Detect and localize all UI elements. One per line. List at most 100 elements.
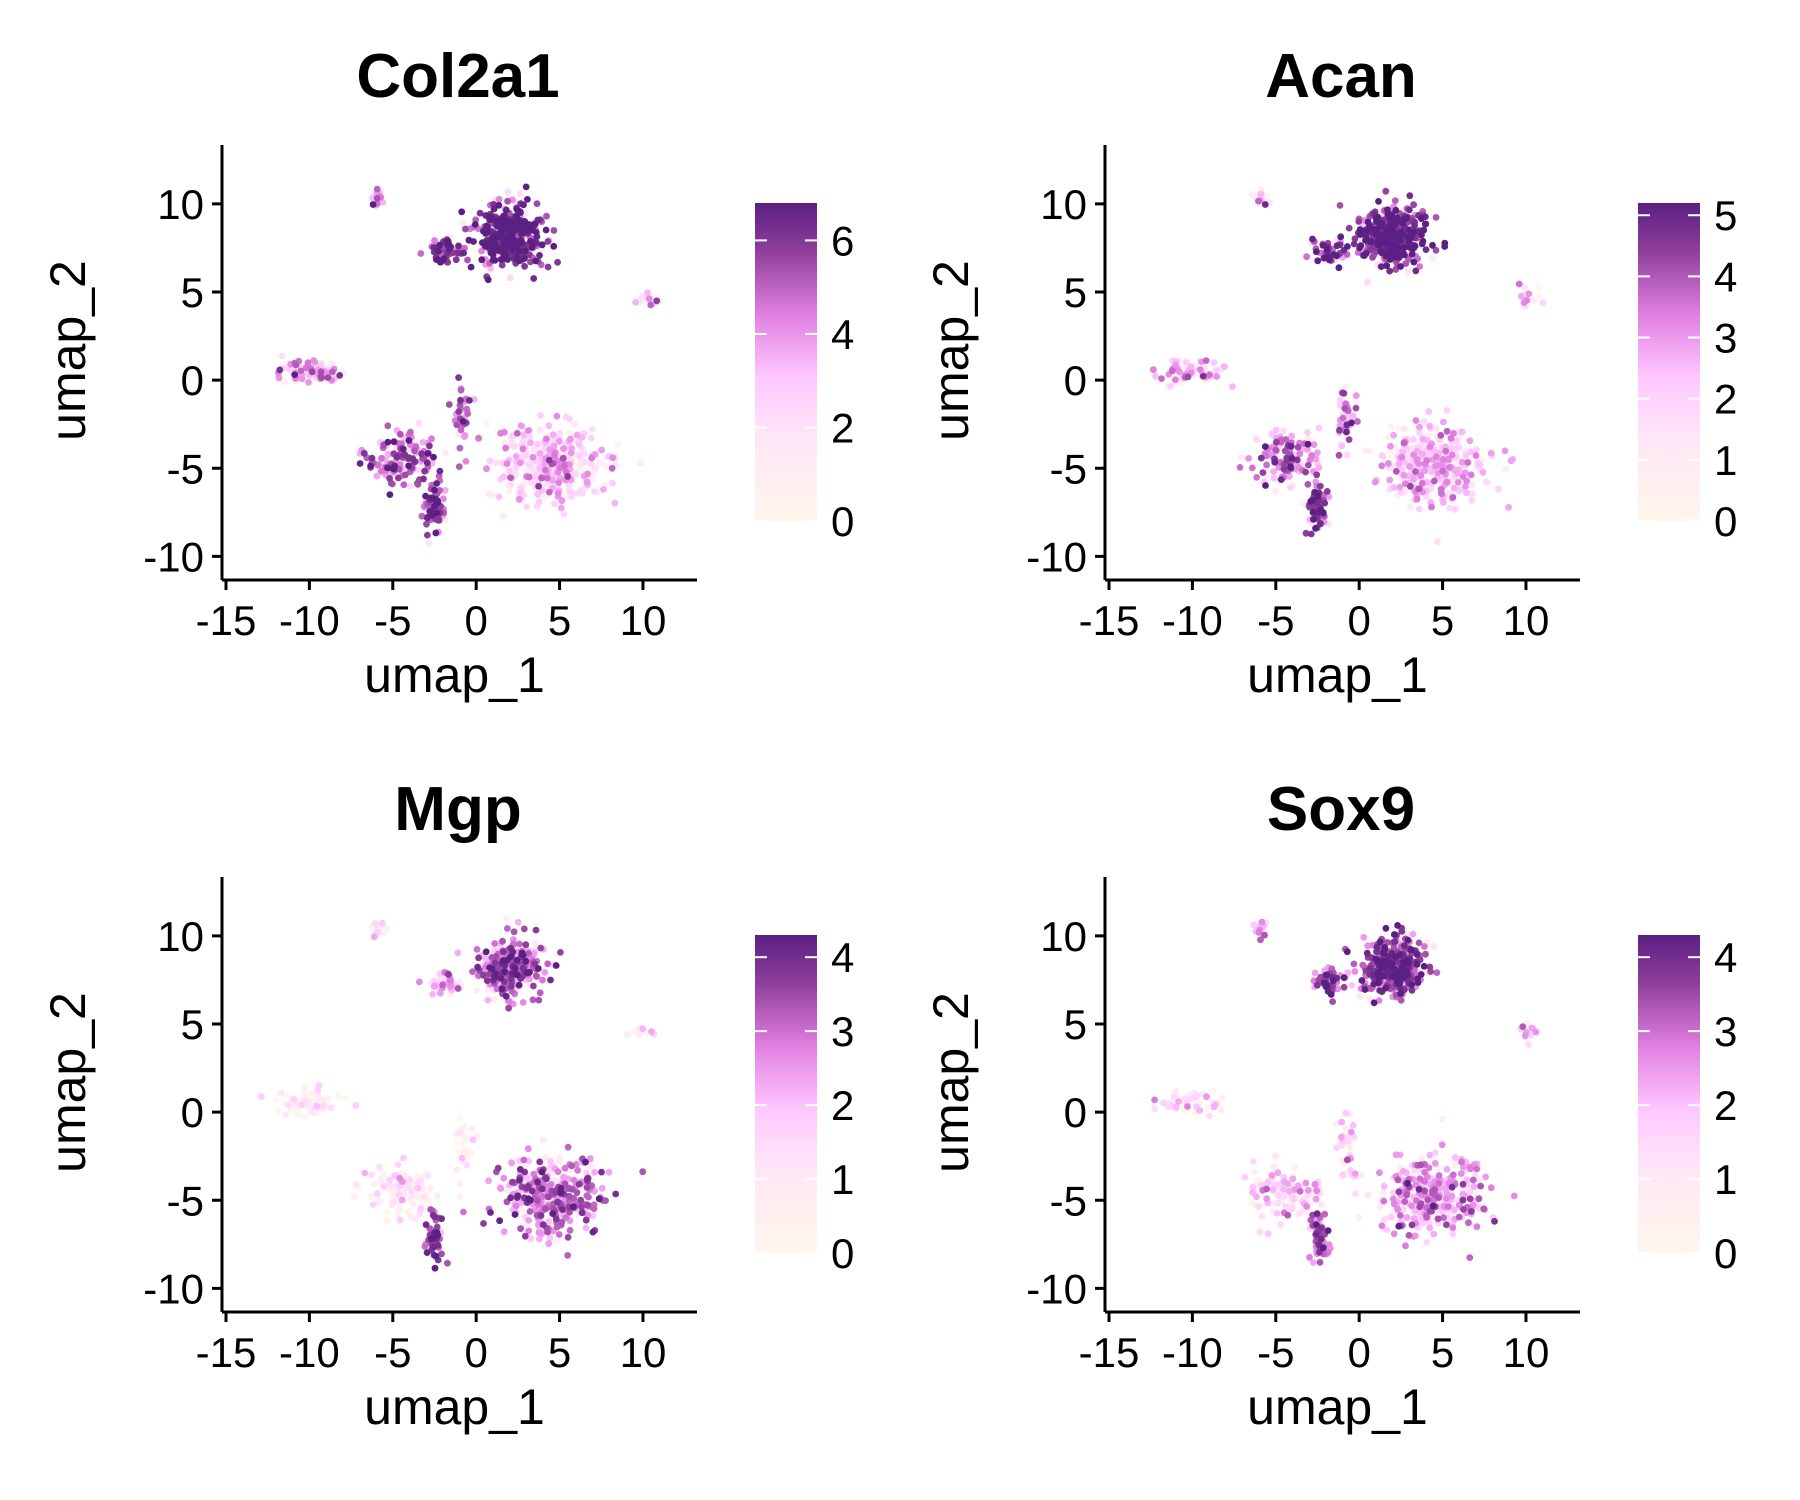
cell-point	[507, 481, 515, 489]
cell-point	[544, 238, 552, 245]
cell-point	[1344, 243, 1351, 250]
cell-point	[1475, 1195, 1483, 1203]
cell-point	[428, 435, 435, 443]
colorbar-tick-label: 1	[1714, 437, 1737, 484]
cell-point	[456, 1193, 464, 1201]
cell-point	[395, 1191, 402, 1198]
colorbar-tick-label: 1	[831, 1156, 854, 1203]
cell-point	[1175, 1098, 1182, 1105]
colorbar-tick-label: 1	[1714, 1156, 1737, 1203]
cell-point	[520, 925, 528, 933]
cell-point	[1467, 1208, 1475, 1215]
cell-point	[560, 510, 568, 518]
cell-point	[1397, 990, 1404, 997]
cell-point	[1172, 376, 1179, 384]
cell-point	[438, 1215, 445, 1223]
cell-point	[1270, 1163, 1278, 1171]
cell-point	[1366, 965, 1374, 972]
cell-point	[509, 1178, 516, 1186]
cell-point	[1416, 430, 1423, 437]
cell-point	[1338, 1133, 1345, 1141]
cell-point	[484, 996, 492, 1004]
cell-point	[511, 965, 519, 972]
cell-point	[573, 1189, 581, 1196]
cell-point	[1413, 495, 1421, 503]
x-tick-label: -10	[279, 597, 340, 644]
cell-point	[1323, 488, 1331, 495]
cell-point	[278, 352, 286, 360]
colorbar-gradient	[755, 935, 817, 1253]
y-tick-label: -5	[1050, 1177, 1087, 1224]
cell-point	[473, 946, 481, 953]
cell-point	[644, 289, 651, 297]
cell-point	[1376, 223, 1383, 230]
cell-point	[501, 968, 508, 976]
cell-point	[415, 978, 423, 986]
cell-point	[1312, 248, 1320, 256]
cell-point	[1459, 1190, 1467, 1198]
cell-point	[1303, 1203, 1311, 1210]
cell-point	[368, 1171, 375, 1179]
cell-point	[1421, 467, 1428, 475]
cell-point	[432, 529, 440, 537]
cell-point	[1435, 1194, 1442, 1201]
cell-point	[492, 970, 500, 978]
cell-point	[653, 297, 661, 305]
cell-point	[1386, 252, 1394, 259]
cell-point	[367, 462, 374, 470]
cell-point	[1325, 1241, 1333, 1248]
cell-point	[413, 1193, 421, 1200]
cell-point	[1404, 268, 1412, 276]
cell-point	[499, 937, 506, 945]
cell-point	[526, 968, 533, 976]
cell-point	[396, 1174, 404, 1182]
cell-point	[609, 479, 616, 487]
cell-point	[1287, 463, 1294, 471]
cell-point	[1325, 493, 1333, 500]
cell-point	[568, 1162, 576, 1170]
colorbar-tick-label: 3	[1714, 1008, 1737, 1055]
cell-point	[1448, 1183, 1456, 1191]
cell-point	[1184, 1103, 1191, 1110]
cell-point	[440, 255, 448, 263]
cell-point	[546, 1234, 554, 1242]
cell-point	[383, 924, 391, 932]
cell-point	[1415, 1186, 1423, 1193]
x-tick-label: -15	[1079, 1329, 1140, 1376]
cell-point	[1426, 963, 1434, 971]
cell-point	[1370, 999, 1378, 1007]
cell-point	[507, 474, 514, 481]
cell-point	[455, 463, 463, 470]
cell-point	[1387, 442, 1394, 450]
y-tick-label: -10	[143, 533, 204, 580]
cell-point	[1455, 1213, 1463, 1221]
cell-point	[1417, 1161, 1425, 1169]
cell-point	[1458, 428, 1466, 436]
cell-point	[586, 1155, 594, 1163]
cell-point	[570, 1176, 578, 1184]
cell-point	[444, 1259, 451, 1267]
cell-point	[1277, 1221, 1284, 1229]
cell-point	[1423, 1239, 1431, 1246]
y-axis-label: umap_2	[40, 992, 96, 1173]
cell-point	[1309, 1259, 1317, 1266]
colorbar-tick-label: 0	[831, 1230, 854, 1277]
x-tick-label: -10	[279, 1329, 340, 1376]
cell-point	[476, 209, 484, 217]
cell-point	[1463, 489, 1470, 497]
cell-point	[1338, 1118, 1346, 1126]
cell-point	[1229, 383, 1236, 390]
cell-point	[1392, 467, 1400, 475]
cell-point	[1291, 1186, 1299, 1193]
cell-point	[394, 474, 402, 482]
scatter-points	[1149, 918, 1540, 1266]
cell-point	[433, 480, 440, 487]
cell-point	[512, 453, 520, 460]
cell-point	[506, 467, 514, 475]
cell-point	[1442, 1185, 1450, 1193]
cell-point	[552, 1215, 560, 1223]
cell-point	[523, 467, 530, 475]
cell-point	[398, 1196, 406, 1204]
cell-point	[1430, 1230, 1438, 1238]
cell-point	[1429, 241, 1436, 249]
